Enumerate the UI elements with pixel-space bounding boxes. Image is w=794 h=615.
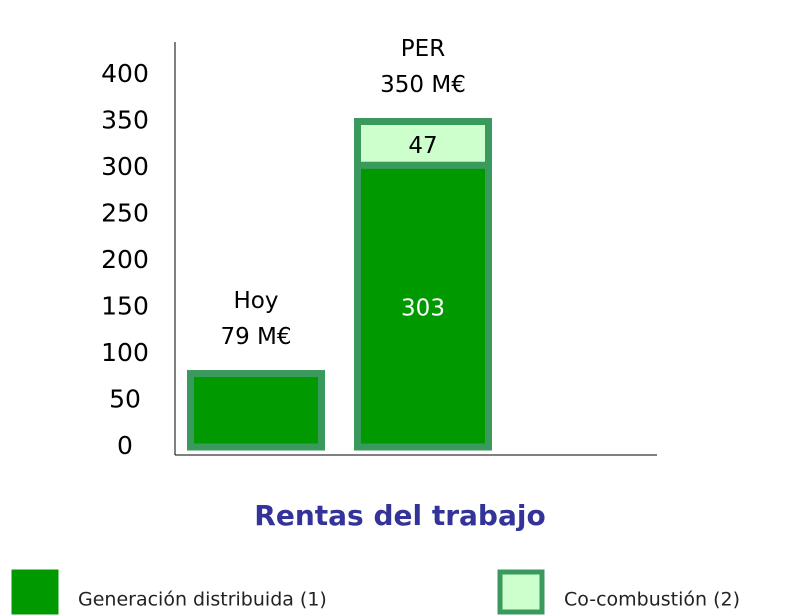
y-tick-label: 250 (101, 199, 149, 228)
legend-label: Co-combustión (2) (564, 589, 740, 611)
legend-label: Generación distribuida (1) (78, 589, 327, 611)
annotation: 350 M€ (380, 72, 466, 98)
data-label: 47 (408, 133, 437, 159)
y-tick-label: 100 (101, 338, 149, 367)
y-tick-label: 0 (117, 431, 133, 460)
data-label: 303 (401, 296, 445, 322)
annotation: Hoy (234, 288, 279, 314)
y-tick-label: 300 (101, 152, 149, 181)
y-tick-label: 150 (101, 292, 149, 321)
bar-segment (187, 370, 325, 451)
chart-title: Rentas del trabajo (254, 499, 545, 532)
annotation: 79 M€ (220, 324, 291, 350)
legend-swatch (497, 569, 545, 615)
bar-segment (354, 118, 492, 169)
bar-segment (354, 161, 492, 451)
legend-swatch (11, 569, 59, 615)
annotation: PER (401, 36, 445, 62)
y-tick-label: 200 (101, 245, 149, 274)
y-tick-label: 400 (101, 59, 149, 88)
y-tick-label: 350 (101, 106, 149, 135)
y-tick-label: 50 (109, 385, 141, 414)
